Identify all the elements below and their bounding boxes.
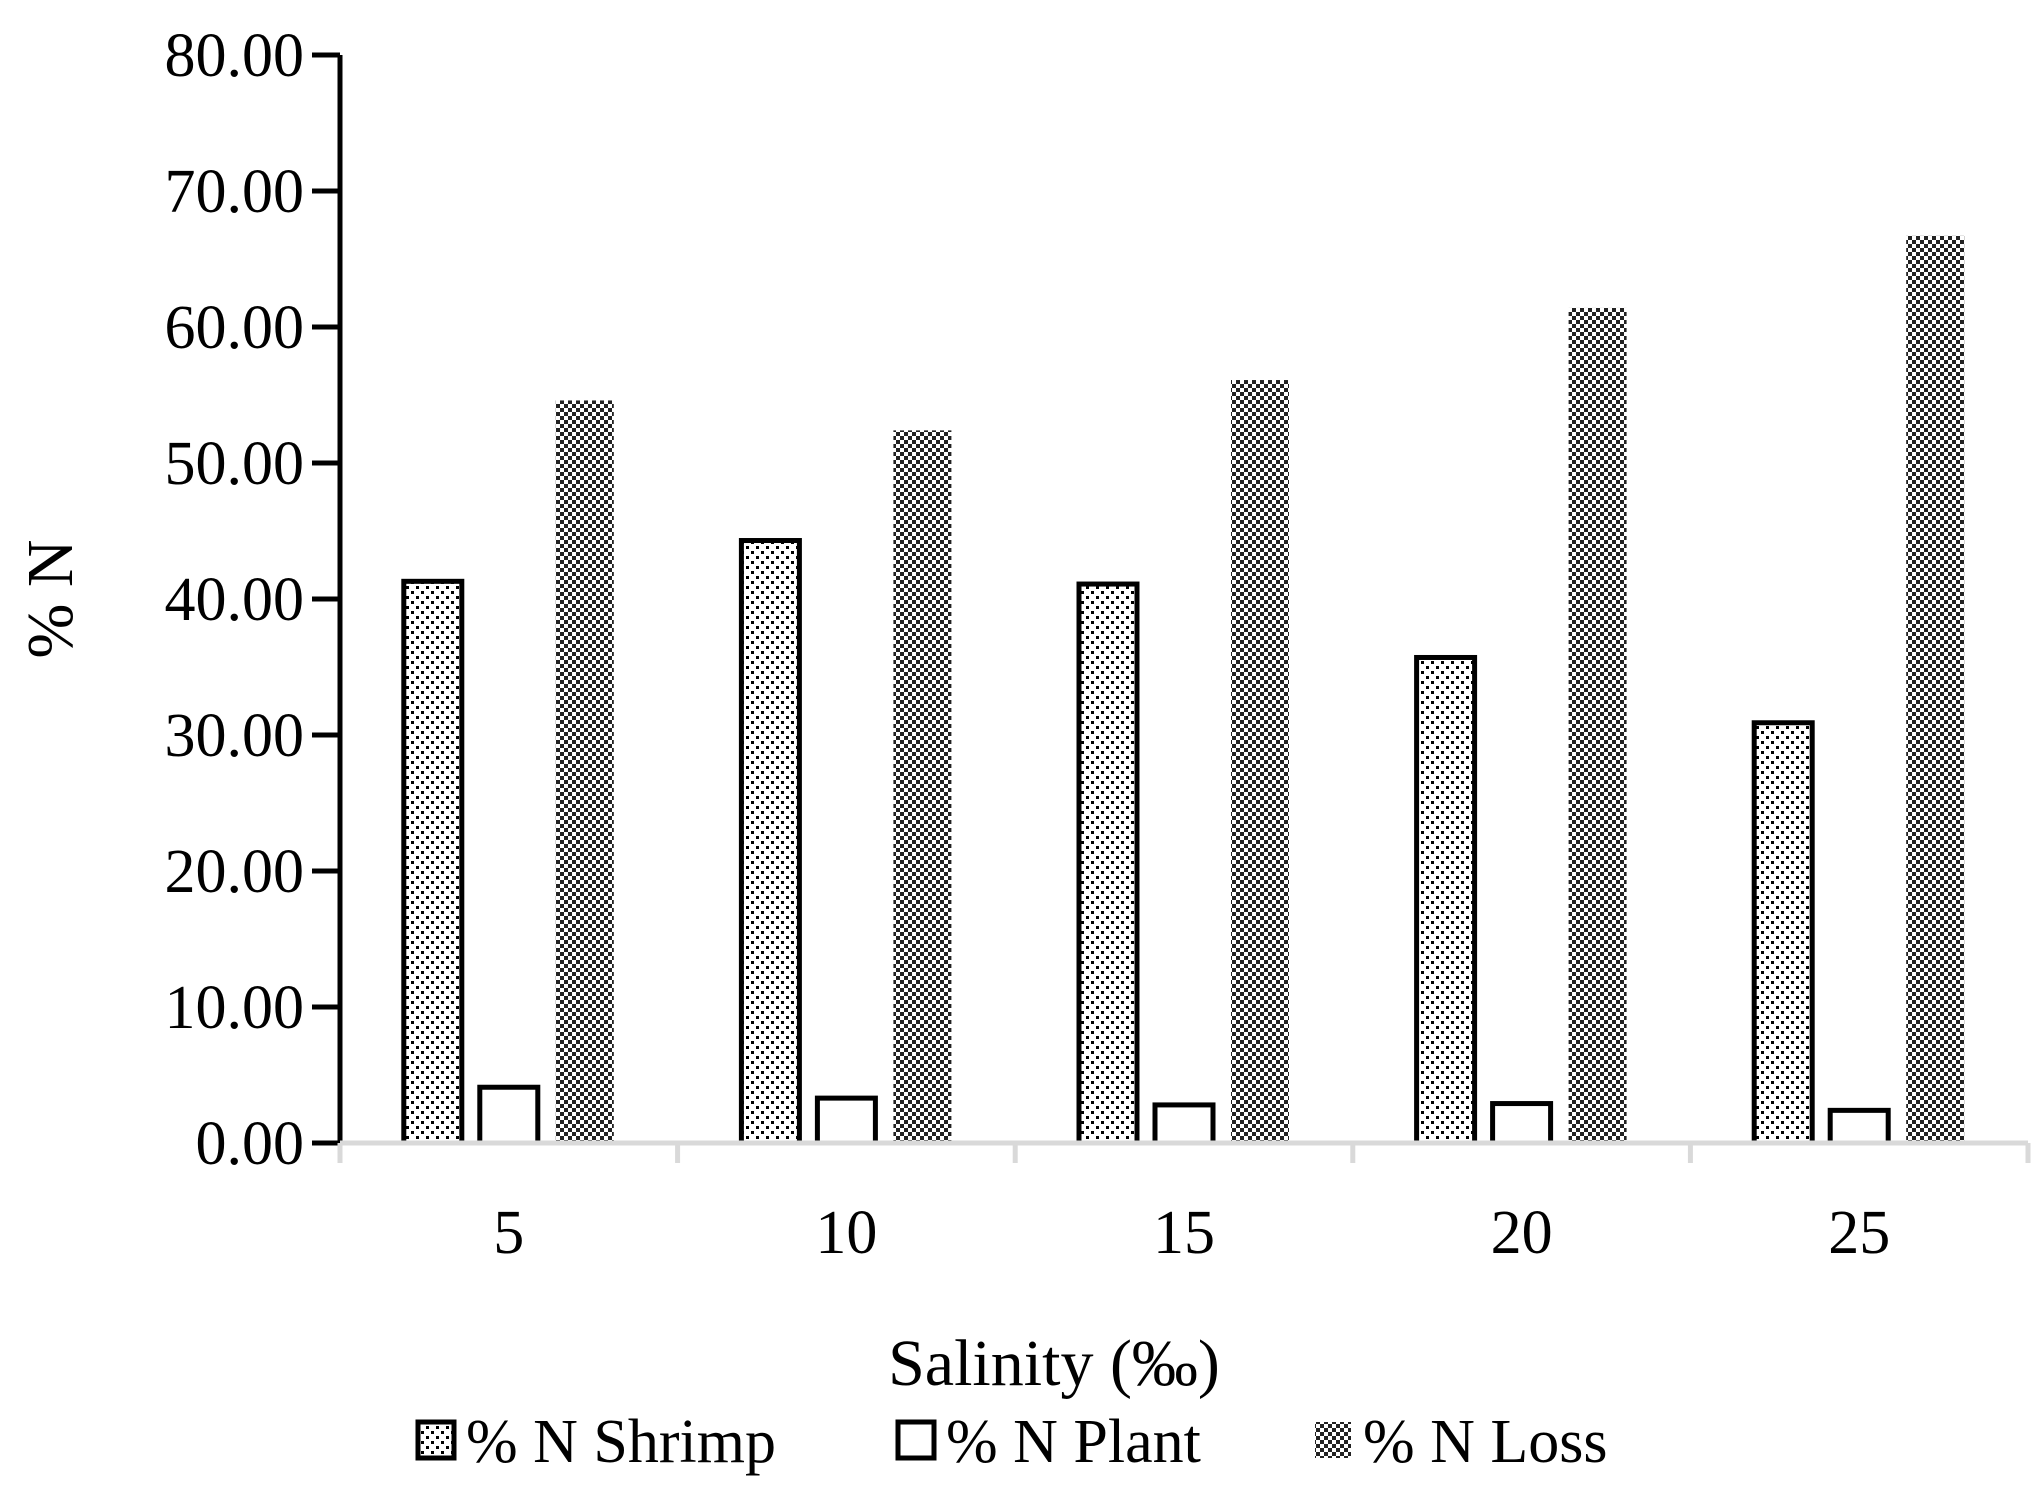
bar-blank-20	[1490, 1101, 1554, 1146]
x-tick-label: 5	[493, 1199, 524, 1267]
x-axis-ticks: 5 10 15 20 25	[337, 1143, 2031, 1267]
bar-checker-20	[1568, 307, 1627, 1144]
y-tick-label: 0.00	[196, 1110, 305, 1178]
legend-swatch-blank	[895, 1419, 937, 1461]
bar-dots-10	[738, 538, 802, 1146]
bar-blank-5	[477, 1084, 541, 1146]
bar-dots-20	[1414, 654, 1478, 1146]
bar-dots-25	[1751, 720, 1815, 1146]
y-axis-ticks: 0.00 10.00 20.00 30.00 40.00 50.00 60.00 70.00 8…	[165, 22, 340, 1178]
legend-swatch-dots	[415, 1419, 457, 1461]
legend-label: % N Loss	[1363, 1408, 1608, 1476]
y-tick-label: 10.00	[165, 974, 305, 1042]
bar-blank-25	[1827, 1107, 1891, 1146]
bar-dots-15	[1076, 581, 1140, 1146]
x-tick-label: 25	[1828, 1199, 1890, 1267]
y-tick-label: 60.00	[165, 294, 305, 362]
legend-label: % N Shrimp	[466, 1408, 776, 1476]
y-tick-label: 40.00	[165, 566, 305, 634]
bar-blank-15	[1152, 1102, 1216, 1146]
bar-checker-15	[1231, 380, 1289, 1143]
bar-dots-5	[401, 578, 465, 1146]
y-tick-label: 80.00	[165, 22, 305, 90]
axes	[337, 55, 2028, 1146]
bar-checker-25	[1906, 235, 1965, 1143]
bar-blank-10	[814, 1095, 878, 1146]
y-tick-label: 30.00	[165, 702, 305, 770]
y-axis-title: % N	[14, 539, 87, 658]
y-tick-label: 50.00	[165, 430, 305, 498]
legend: % N Shrimp % N Plant % N Loss	[415, 1408, 1608, 1476]
y-tick-label: 70.00	[165, 158, 305, 226]
bar-checker-10	[893, 430, 952, 1143]
x-axis-title: Salinity (‰)	[888, 1327, 1220, 1400]
x-tick-label: 10	[815, 1199, 877, 1267]
bar-checker-5	[555, 400, 614, 1143]
y-tick-label: 20.00	[165, 838, 305, 906]
x-tick-label: 15	[1153, 1199, 1215, 1267]
legend-label: % N Plant	[946, 1408, 1201, 1476]
legend-swatch-checker	[1315, 1422, 1351, 1458]
bars	[401, 235, 1965, 1146]
x-tick-label: 20	[1491, 1199, 1553, 1267]
